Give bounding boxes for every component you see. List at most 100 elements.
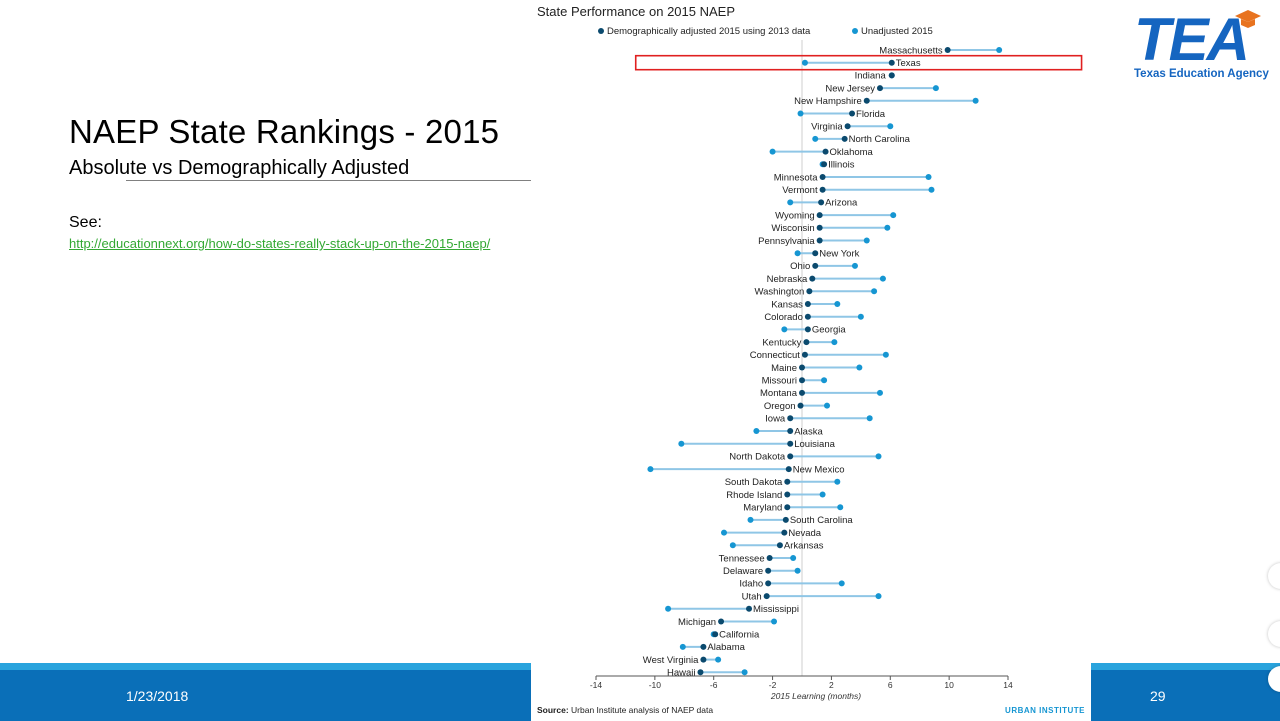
chart-panel: State Performance on 2015 NAEP Demograph… bbox=[531, 0, 1091, 721]
state-label-new-york: New York bbox=[819, 249, 859, 260]
state-label-illinois: Illinois bbox=[828, 160, 855, 171]
adjusted-point-arizona bbox=[818, 199, 825, 206]
unadjusted-point-michigan bbox=[771, 618, 778, 625]
slide-number: 29 bbox=[1150, 688, 1166, 704]
state-label-nebraska: Nebraska bbox=[767, 274, 808, 285]
state-label-new-jersey: New Jersey bbox=[825, 83, 875, 94]
adjusted-point-texas bbox=[888, 59, 895, 66]
unadjusted-point-arizona bbox=[787, 199, 794, 206]
footer-date: 1/23/2018 bbox=[126, 688, 189, 704]
unadjusted-point-wisconsin bbox=[884, 224, 891, 231]
unadjusted-point-texas bbox=[801, 59, 808, 66]
x-tick-label--2: -2 bbox=[769, 680, 777, 690]
tea-logo: TEA Texas Education Agency bbox=[1130, 6, 1270, 86]
unadjusted-point-louisiana bbox=[678, 440, 685, 447]
unadjusted-point-rhode-island bbox=[819, 491, 826, 498]
unadjusted-point-new-mexico bbox=[647, 466, 654, 473]
x-tick-label-2: 2 bbox=[829, 680, 834, 690]
adjusted-point-alaska bbox=[787, 428, 794, 434]
state-label-north-dakota: North Dakota bbox=[729, 452, 786, 463]
unadjusted-point-oklahoma bbox=[769, 148, 776, 155]
unadjusted-point-south-dakota bbox=[834, 478, 841, 485]
state-label-missouri: Missouri bbox=[762, 376, 797, 387]
adjusted-point-kansas bbox=[804, 301, 811, 307]
x-tick-label-10: 10 bbox=[944, 680, 954, 690]
state-label-pennsylvania: Pennsylvania bbox=[758, 236, 815, 247]
unadjusted-point-new-york bbox=[794, 250, 801, 257]
unadjusted-point-hawaii bbox=[741, 669, 748, 676]
unadjusted-point-montana bbox=[876, 389, 883, 396]
adjusted-point-ohio bbox=[812, 262, 819, 269]
adjusted-point-maine bbox=[799, 364, 805, 371]
edge-control-3[interactable] bbox=[1268, 666, 1280, 692]
page-title: NAEP State Rankings - 2015 bbox=[69, 113, 500, 150]
adjusted-point-missouri bbox=[799, 377, 805, 384]
source-label: Source: bbox=[537, 705, 569, 715]
state-label-indiana: Indiana bbox=[855, 71, 887, 82]
state-label-south-carolina: South Carolina bbox=[790, 515, 854, 526]
unadjusted-point-minnesota bbox=[925, 174, 932, 180]
unadjusted-point-wyoming bbox=[890, 212, 897, 219]
unadjusted-point-massachusetts bbox=[996, 47, 1003, 53]
unadjusted-point-alabama bbox=[679, 643, 686, 650]
state-label-hawaii: Hawaii bbox=[667, 668, 696, 679]
state-label-alaska: Alaska bbox=[794, 426, 823, 437]
adjusted-point-georgia bbox=[804, 326, 811, 333]
unadjusted-point-pennsylvania bbox=[863, 237, 870, 244]
adjusted-point-maryland bbox=[784, 504, 791, 511]
state-label-ohio: Ohio bbox=[790, 261, 810, 272]
unadjusted-point-iowa bbox=[866, 415, 873, 422]
unadjusted-point-maryland bbox=[837, 504, 844, 511]
state-label-north-carolina: North Carolina bbox=[849, 134, 911, 145]
unadjusted-point-new-hampshire bbox=[972, 97, 979, 104]
unadjusted-point-colorado bbox=[857, 313, 864, 320]
state-label-kansas: Kansas bbox=[771, 299, 803, 310]
adjusted-point-massachusetts bbox=[944, 47, 951, 53]
state-label-utah: Utah bbox=[742, 591, 762, 602]
adjusted-point-mississippi bbox=[746, 605, 753, 612]
unadjusted-point-missouri bbox=[821, 377, 828, 384]
adjusted-point-washington bbox=[806, 288, 813, 295]
state-label-new-hampshire: New Hampshire bbox=[794, 96, 862, 107]
adjusted-point-florida bbox=[849, 110, 856, 117]
adjusted-point-new-hampshire bbox=[863, 97, 870, 104]
unadjusted-point-kansas bbox=[834, 301, 841, 307]
state-label-georgia: Georgia bbox=[812, 325, 847, 336]
state-label-minnesota: Minnesota bbox=[774, 172, 819, 183]
unadjusted-point-alaska bbox=[753, 428, 760, 434]
unadjusted-point-mississippi bbox=[665, 605, 672, 612]
edge-control-1[interactable] bbox=[1268, 563, 1280, 589]
state-label-vermont: Vermont bbox=[782, 185, 818, 196]
source-text: Urban Institute analysis of NAEP data bbox=[571, 705, 713, 715]
state-label-oregon: Oregon bbox=[764, 401, 796, 412]
adjusted-point-oklahoma bbox=[822, 148, 829, 155]
state-label-arizona: Arizona bbox=[825, 198, 858, 209]
source-link[interactable]: http://educationnext.org/how-do-states-r… bbox=[69, 236, 491, 251]
adjusted-point-alabama bbox=[700, 643, 707, 650]
adjusted-point-wyoming bbox=[816, 212, 823, 219]
unadjusted-point-kentucky bbox=[831, 339, 838, 346]
adjusted-point-illinois bbox=[821, 161, 828, 168]
adjusted-point-north-carolina bbox=[841, 135, 848, 142]
legend-unadjusted-marker bbox=[852, 28, 858, 34]
adjusted-point-kentucky bbox=[803, 339, 810, 346]
adjusted-point-idaho bbox=[765, 580, 772, 587]
unadjusted-point-florida bbox=[797, 110, 804, 117]
state-label-south-dakota: South Dakota bbox=[725, 477, 783, 488]
unadjusted-point-oregon bbox=[824, 402, 831, 409]
adjusted-point-new-york bbox=[812, 250, 819, 257]
edge-control-2[interactable] bbox=[1268, 621, 1280, 647]
adjusted-point-indiana bbox=[888, 72, 895, 79]
unadjusted-point-utah bbox=[875, 593, 882, 600]
chart-title: State Performance on 2015 NAEP bbox=[537, 4, 735, 19]
state-label-new-mexico: New Mexico bbox=[793, 464, 845, 475]
state-label-oklahoma: Oklahoma bbox=[830, 147, 874, 158]
state-label-delaware: Delaware bbox=[723, 566, 763, 577]
adjusted-point-north-dakota bbox=[787, 453, 794, 460]
x-axis-title: 2015 Learning (months) bbox=[770, 691, 861, 701]
state-label-kentucky: Kentucky bbox=[762, 337, 801, 348]
graduation-cap-icon bbox=[1235, 10, 1261, 28]
adjusted-point-hawaii bbox=[697, 669, 704, 676]
highlight-box-texas bbox=[634, 54, 1083, 71]
